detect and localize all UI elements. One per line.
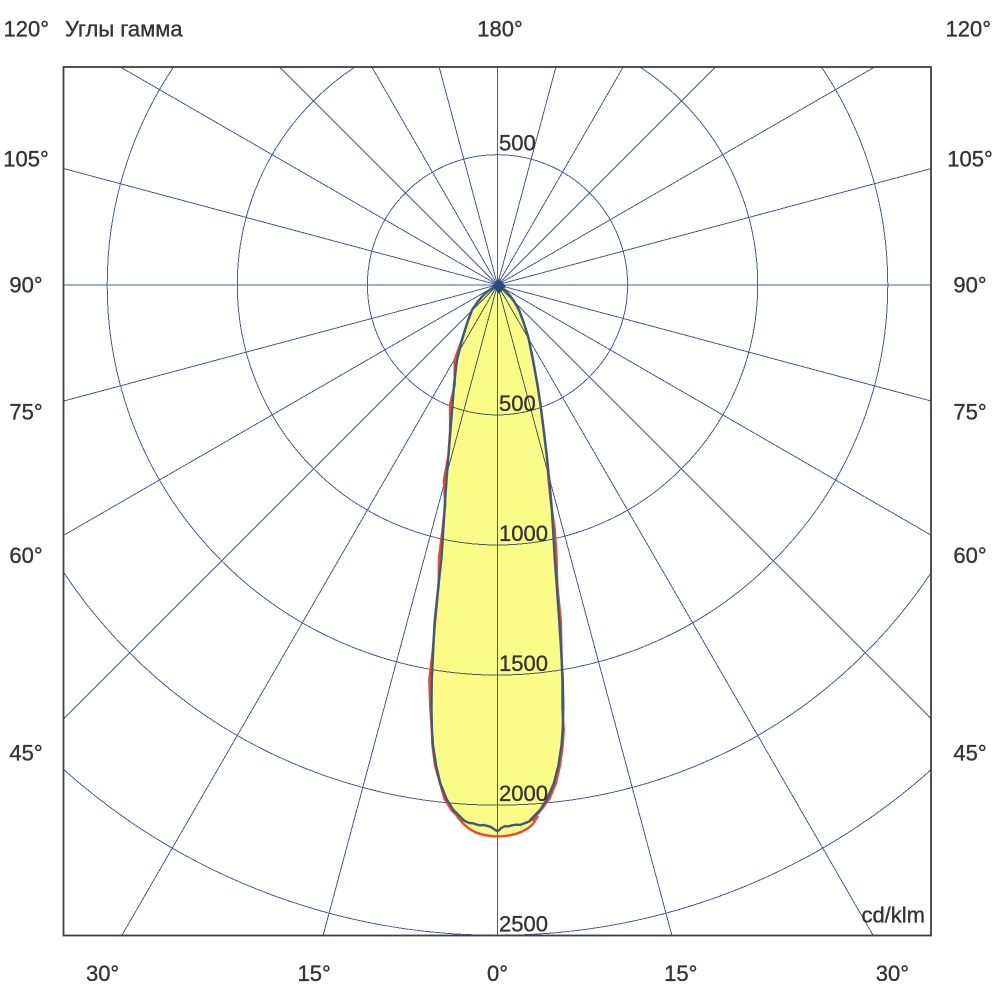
svg-text:0°: 0° xyxy=(487,961,508,986)
svg-text:180°: 180° xyxy=(477,17,523,42)
svg-text:2000: 2000 xyxy=(499,781,548,806)
svg-text:2500: 2500 xyxy=(499,911,548,936)
svg-text:120°: 120° xyxy=(945,17,991,42)
svg-text:cd/klm: cd/klm xyxy=(861,903,925,928)
svg-text:75°: 75° xyxy=(953,400,986,425)
svg-text:45°: 45° xyxy=(953,741,986,766)
svg-text:105°: 105° xyxy=(3,147,49,172)
svg-text:1500: 1500 xyxy=(499,651,548,676)
svg-text:60°: 60° xyxy=(9,543,42,568)
svg-text:75°: 75° xyxy=(9,400,42,425)
svg-text:500: 500 xyxy=(499,131,536,156)
svg-text:30°: 30° xyxy=(86,961,119,986)
svg-text:15°: 15° xyxy=(298,961,331,986)
svg-text:60°: 60° xyxy=(953,543,986,568)
svg-text:Углы гамма: Углы гамма xyxy=(65,17,183,42)
svg-text:105°: 105° xyxy=(947,147,993,172)
svg-text:120°: 120° xyxy=(4,17,50,42)
svg-text:30°: 30° xyxy=(876,961,909,986)
svg-text:1000: 1000 xyxy=(499,521,548,546)
svg-text:15°: 15° xyxy=(664,961,697,986)
svg-text:500: 500 xyxy=(499,391,536,416)
svg-text:45°: 45° xyxy=(9,741,42,766)
svg-text:90°: 90° xyxy=(953,273,986,298)
svg-text:90°: 90° xyxy=(9,273,42,298)
